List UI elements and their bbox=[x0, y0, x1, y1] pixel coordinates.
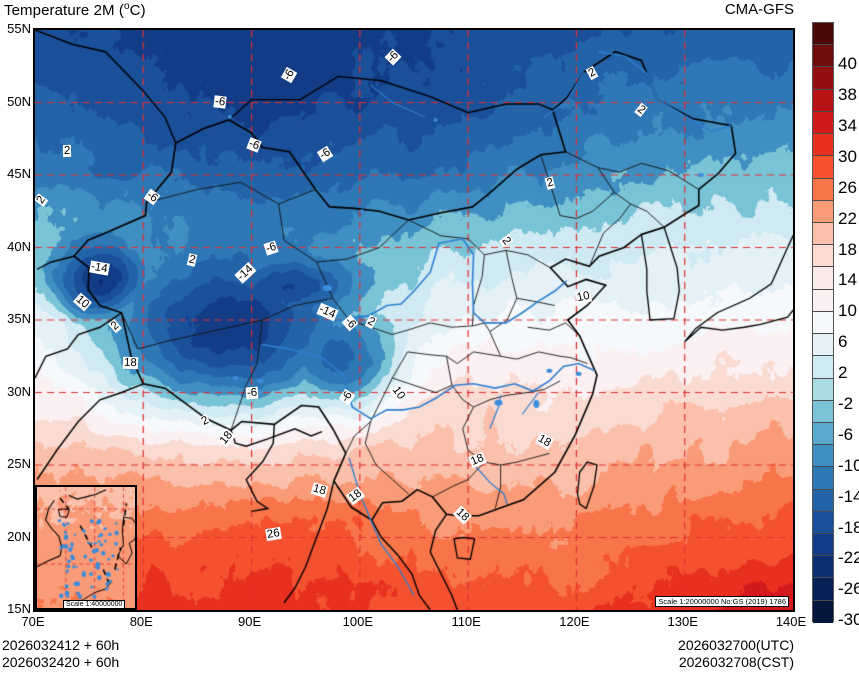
inset-canvas bbox=[37, 487, 135, 608]
colorbar-segment bbox=[813, 578, 833, 601]
footer-left: 2026032412 + 60h 2026032420 + 60h bbox=[2, 637, 119, 671]
contour-label: -6 bbox=[213, 94, 228, 109]
page-title: Temperature 2M (oC) bbox=[4, 1, 146, 19]
lon-tick-120E: 120E bbox=[559, 614, 590, 629]
colorbar-tick-18: 18 bbox=[838, 239, 857, 259]
colorbar-tick--18: -18 bbox=[838, 517, 859, 537]
colorbar-tick--30: -30 bbox=[838, 610, 859, 630]
colorbar-tick--22: -22 bbox=[838, 548, 859, 568]
colorbar-tick-6: 6 bbox=[838, 332, 848, 352]
lon-tick-90E: 90E bbox=[237, 614, 262, 629]
colorbar-tick-10: 10 bbox=[838, 301, 857, 321]
degree-symbol: o bbox=[123, 1, 130, 12]
model-label: CMA-GFS bbox=[724, 1, 794, 18]
lat-tick-45N: 45N bbox=[7, 166, 31, 181]
colorbar-segment bbox=[813, 422, 833, 446]
colorbar-tick-34: 34 bbox=[838, 116, 857, 135]
page-title-unit: C) bbox=[129, 2, 146, 19]
footer-right: 2026032700(UTC) 2026032708(CST) bbox=[678, 637, 794, 671]
contour-label: 2 bbox=[62, 144, 72, 157]
lat-tick-25N: 25N bbox=[7, 456, 31, 471]
colorbar-tick--6: -6 bbox=[838, 424, 854, 444]
lon-tick-70E: 70E bbox=[21, 614, 45, 629]
lat-tick-55N: 55N bbox=[7, 21, 31, 36]
colorbar-tick--2: -2 bbox=[838, 394, 854, 413]
colorbar-segment bbox=[813, 200, 833, 223]
lon-tick-140E: 140E bbox=[775, 614, 807, 629]
colorbar-segment bbox=[813, 489, 833, 512]
south-china-sea-inset bbox=[35, 485, 137, 610]
colorbar-tick-22: 22 bbox=[838, 208, 857, 228]
colorbar-segment bbox=[813, 289, 833, 312]
colorbar-segment bbox=[813, 400, 833, 423]
colorbar-tick-14: 14 bbox=[838, 270, 857, 290]
colorbar-tick-38: 38 bbox=[838, 85, 857, 105]
lon-tick-110E: 110E bbox=[451, 614, 481, 629]
colorbar-segment bbox=[813, 23, 833, 46]
colorbar-segment bbox=[813, 356, 833, 379]
contour-label: -6 bbox=[245, 386, 259, 400]
colorbar-segment bbox=[813, 111, 833, 135]
colorbar-segment bbox=[813, 556, 833, 579]
colorbar[interactable] bbox=[812, 22, 834, 623]
colorbar-segment bbox=[813, 378, 833, 401]
inset-scale-label: Scale 1:40000000 bbox=[63, 600, 126, 609]
colorbar-tick-26: 26 bbox=[838, 177, 857, 197]
lat-tick-35N: 35N bbox=[7, 311, 31, 326]
lat-tick-30N: 30N bbox=[7, 383, 31, 399]
colorbar-segment bbox=[813, 267, 833, 290]
contour-label: 18 bbox=[123, 356, 139, 369]
colorbar-segment bbox=[813, 467, 833, 490]
colorbar-tick--10: -10 bbox=[838, 455, 859, 475]
colorbar-segment bbox=[813, 311, 833, 335]
colorbar-segment bbox=[813, 245, 833, 268]
init-time-cst: 2026032420 + 60h bbox=[2, 654, 120, 670]
lon-tick-130E: 130E bbox=[667, 614, 698, 629]
colorbar-segment bbox=[813, 134, 833, 157]
colorbar-tick-2: 2 bbox=[838, 363, 848, 383]
lat-tick-50N: 50N bbox=[7, 93, 31, 109]
temperature-field-canvas bbox=[35, 30, 793, 610]
lat-tick-40N: 40N bbox=[7, 238, 31, 254]
colorbar-segment bbox=[813, 511, 833, 535]
init-time-utc: 2026032412 + 60h bbox=[2, 637, 120, 653]
colorbar-segment bbox=[813, 445, 833, 468]
colorbar-segment bbox=[813, 156, 833, 179]
temperature-map[interactable]: Scale 1:40000000 Scale 1:20000000 No:GS … bbox=[33, 28, 795, 612]
colorbar-tick--26: -26 bbox=[838, 579, 859, 599]
colorbar-tick-30: 30 bbox=[838, 146, 857, 166]
page-title-text: Temperature 2M ( bbox=[4, 2, 124, 19]
colorbar-segment bbox=[813, 534, 833, 557]
colorbar-segment bbox=[813, 334, 833, 357]
colorbar-segment bbox=[813, 89, 833, 112]
colorbar-segment bbox=[813, 600, 833, 623]
colorbar-segment bbox=[813, 45, 833, 68]
lon-tick-100E: 100E bbox=[342, 614, 374, 629]
lat-tick-15N: 15N bbox=[7, 601, 31, 616]
valid-time-cst: 2026032708(CST) bbox=[678, 654, 794, 670]
valid-time-utc: 2026032700(UTC) bbox=[678, 637, 794, 653]
colorbar-tick--14: -14 bbox=[838, 486, 859, 506]
main-scale-label: Scale 1:20000000 No:GS (2019) 1786 bbox=[655, 596, 789, 607]
colorbar-segment bbox=[813, 67, 833, 90]
lon-tick-80E: 80E bbox=[129, 614, 153, 629]
colorbar-segment bbox=[813, 222, 833, 246]
colorbar-tick-40: 40 bbox=[838, 54, 857, 74]
contour-label: 26 bbox=[265, 526, 282, 541]
lat-tick-20N: 20N bbox=[7, 528, 31, 544]
colorbar-segment bbox=[813, 178, 833, 201]
